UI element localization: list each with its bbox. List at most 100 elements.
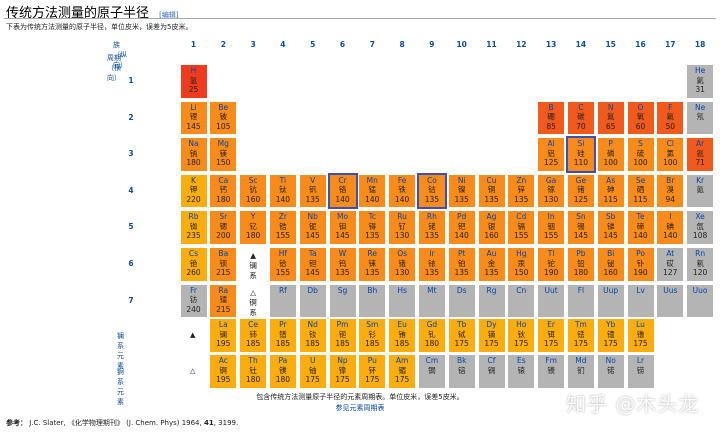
edit-link[interactable]: [编辑] xyxy=(159,11,179,19)
element-cell-lu[interactable]: Lu 镥 175 xyxy=(626,318,655,353)
element-cell-es[interactable]: Es 锿 xyxy=(507,354,536,389)
element-cell-zr[interactable]: Zr 锆 155 xyxy=(268,210,297,245)
element-cell-uut[interactable]: Uut xyxy=(537,283,566,319)
element-cell-ti[interactable]: Ti 钛 140 xyxy=(268,173,297,209)
element-cell-lv[interactable]: Lv xyxy=(626,283,655,319)
element-cell-s[interactable]: S 硫 100 xyxy=(626,137,655,172)
element-cell-n[interactable]: N 氮 65 xyxy=(596,100,625,136)
element-cell-os[interactable]: Os 锇 130 xyxy=(388,247,417,282)
element-cell-rf[interactable]: Rf xyxy=(268,283,297,319)
element-cell-np[interactable]: Np 镎 175 xyxy=(328,354,357,389)
element-cell-fl[interactable]: Fl xyxy=(566,283,595,319)
element-cell-ni[interactable]: Ni 镍 135 xyxy=(447,173,476,209)
element-cell-fe[interactable]: Fe 铁 140 xyxy=(388,173,417,209)
element-cell-al[interactable]: Al 铝 125 xyxy=(537,137,566,172)
element-cell-pt[interactable]: Pt 铂 135 xyxy=(447,247,476,282)
element-cell-k[interactable]: K 钾 220 xyxy=(179,173,208,209)
element-cell-ir[interactable]: Ir 铱 135 xyxy=(417,247,446,282)
element-cell-no[interactable]: No 锘 xyxy=(596,354,625,389)
element-cell-sn[interactable]: Sn 锡 145 xyxy=(566,210,595,245)
element-cell-ta[interactable]: Ta 钽 145 xyxy=(298,247,327,282)
element-cell-yb[interactable]: Yb 镱 175 xyxy=(596,318,625,353)
element-cell-y[interactable]: Y 钇 180 xyxy=(239,210,268,245)
element-cell-nb[interactable]: Nb 铌 145 xyxy=(298,210,327,245)
element-cell-ge[interactable]: Ge 锗 125 xyxy=(566,173,595,209)
element-cell-ra[interactable]: Ra 镭 215 xyxy=(209,283,238,319)
element-cell-br[interactable]: Br 溴 94 xyxy=(656,173,685,209)
element-cell-ds[interactable]: Ds xyxy=(447,283,476,319)
element-cell-bh[interactable]: Bh xyxy=(358,283,387,319)
element-cell-p[interactable]: P 磷 100 xyxy=(596,137,625,172)
element-cell-na[interactable]: Na 钠 180 xyxy=(179,137,208,172)
element-cell-ca[interactable]: Ca 钙 180 xyxy=(209,173,238,209)
element-cell-gd[interactable]: Gd 钆 180 xyxy=(417,318,446,353)
element-cell-po[interactable]: Po 钋 190 xyxy=(626,247,655,282)
element-cell-ce[interactable]: Ce 铈 185 xyxy=(239,318,268,353)
element-cell-re[interactable]: Re 铼 135 xyxy=(358,247,387,282)
element-cell-am[interactable]: Am 镅 175 xyxy=(388,354,417,389)
element-cell-cf[interactable]: Cf 锎 xyxy=(477,354,506,389)
element-cell-zn[interactable]: Zn 锌 135 xyxy=(507,173,536,209)
element-cell-tb[interactable]: Tb 铽 175 xyxy=(447,318,476,353)
element-cell-cm[interactable]: Cm 锔 xyxy=(417,354,446,389)
element-cell-uup[interactable]: Uup xyxy=(596,283,625,319)
element-cell-uus[interactable]: Uus xyxy=(656,283,685,319)
element-cell-bi[interactable]: Bi 铋 160 xyxy=(596,247,625,282)
element-cell-pb[interactable]: Pb 铅 180 xyxy=(566,247,595,282)
element-cell-sr[interactable]: Sr 锶 200 xyxy=(209,210,238,245)
element-cell-cu[interactable]: Cu 铜 135 xyxy=(477,173,506,209)
element-cell-ho[interactable]: Ho 钬 175 xyxy=(507,318,536,353)
element-cell-ba[interactable]: Ba 钡 215 xyxy=(209,247,238,282)
element-cell-rn[interactable]: Rn 氡 120 xyxy=(686,247,715,282)
element-cell-he[interactable]: He 氦 31 xyxy=(686,64,715,99)
element-cell-rb[interactable]: Rb 铷 235 xyxy=(179,210,208,245)
element-cell-cr[interactable]: Cr 铬 140 xyxy=(327,172,358,210)
element-cell-th[interactable]: Th 钍 180 xyxy=(239,354,268,389)
element-cell-b[interactable]: B 硼 85 xyxy=(537,100,566,136)
element-cell-pm[interactable]: Pm 钷 185 xyxy=(328,318,357,353)
element-cell-w[interactable]: W 钨 135 xyxy=(328,247,357,282)
element-cell-tl[interactable]: Tl 铊 190 xyxy=(537,247,566,282)
element-cell-eu[interactable]: Eu 铕 185 xyxy=(388,318,417,353)
element-cell-lr[interactable]: Lr 铹 xyxy=(626,354,655,389)
element-cell-nd[interactable]: Nd 钕 185 xyxy=(298,318,327,353)
element-cell-mg[interactable]: Mg 镁 150 xyxy=(209,137,238,172)
element-cell-er[interactable]: Er 铒 175 xyxy=(537,318,566,353)
element-cell-cs[interactable]: Cs 铯 260 xyxy=(179,247,208,282)
element-cell-ru[interactable]: Ru 钌 130 xyxy=(388,210,417,245)
element-cell-bk[interactable]: Bk 锫 xyxy=(447,354,476,389)
element-cell-mt[interactable]: Mt xyxy=(417,283,446,319)
element-cell-te[interactable]: Te 碲 140 xyxy=(626,210,655,245)
element-cell-cn[interactable]: Cn xyxy=(507,283,536,319)
element-cell-la[interactable]: La 镧 195 xyxy=(209,318,238,353)
element-cell-hf[interactable]: Hf 铪 155 xyxy=(268,247,297,282)
element-cell-md[interactable]: Md 钔 xyxy=(566,354,595,389)
element-cell-c[interactable]: C 碳 70 xyxy=(566,100,595,136)
element-cell-cd[interactable]: Cd 镉 155 xyxy=(507,210,536,245)
element-cell-hs[interactable]: Hs xyxy=(388,283,417,319)
element-cell-sc[interactable]: Sc 钪 160 xyxy=(239,173,268,209)
actinide-label[interactable]: 锕系元素 xyxy=(117,368,124,406)
element-cell-se[interactable]: Se 硒 115 xyxy=(626,173,655,209)
element-cell-cl[interactable]: Cl 氯 100 xyxy=(656,137,685,172)
element-cell-u[interactable]: U 铀 175 xyxy=(298,354,327,389)
element-cell-h[interactable]: H 氢 25 xyxy=(179,64,208,99)
see-periodic-table-link[interactable]: 参见元素周期表 xyxy=(335,404,385,412)
element-cell-si[interactable]: Si 硅 110 xyxy=(565,136,596,173)
element-cell-mo[interactable]: Mo 钼 145 xyxy=(328,210,357,245)
element-cell-v[interactable]: V 钒 135 xyxy=(298,173,327,209)
element-cell-sb[interactable]: Sb 锑 145 xyxy=(596,210,625,245)
element-cell-ag[interactable]: Ag 银 160 xyxy=(477,210,506,245)
element-cell-in[interactable]: In 铟 155 xyxy=(537,210,566,245)
element-cell-rh[interactable]: Rh 铑 135 xyxy=(417,210,446,245)
element-cell-kr[interactable]: Kr 氪 xyxy=(686,173,715,209)
element-cell-mn[interactable]: Mn 锰 140 xyxy=(358,173,387,209)
element-cell-i[interactable]: I 碘 140 xyxy=(656,210,685,245)
element-cell-o[interactable]: O 氧 60 xyxy=(626,100,655,136)
element-cell-dy[interactable]: Dy 镝 175 xyxy=(477,318,506,353)
element-cell-pu[interactable]: Pu 钚 175 xyxy=(358,354,387,389)
element-cell-f[interactable]: F 氟 50 xyxy=(656,100,685,136)
element-cell-pd[interactable]: Pd 钯 140 xyxy=(447,210,476,245)
element-cell-sm[interactable]: Sm 钐 185 xyxy=(358,318,387,353)
element-cell-ne[interactable]: Ne 氖 xyxy=(686,100,715,136)
